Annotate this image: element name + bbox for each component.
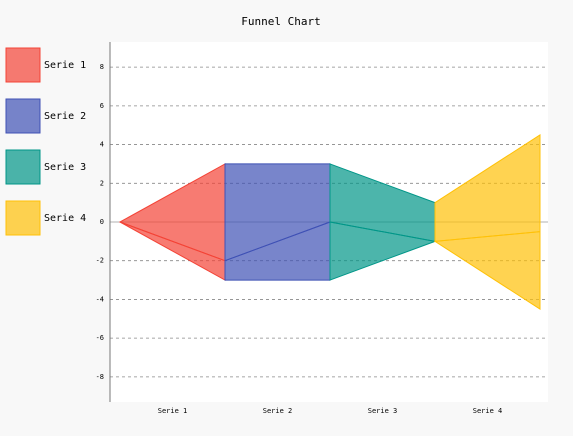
y-tick-label: -4 xyxy=(96,295,104,303)
x-tick-label: Serie 3 xyxy=(368,407,398,415)
legend-label: Serie 2 xyxy=(44,111,86,122)
x-tick-label: Serie 1 xyxy=(158,407,188,415)
legend-label: Serie 1 xyxy=(44,60,86,71)
legend-swatch xyxy=(5,47,41,83)
y-tick-label: 6 xyxy=(100,102,104,110)
legend-label: Serie 4 xyxy=(44,213,86,224)
legend-label: Serie 3 xyxy=(44,162,86,173)
y-tick-label: 0 xyxy=(100,218,104,226)
y-tick-label: -6 xyxy=(96,334,104,342)
y-tick-label: -2 xyxy=(96,257,104,265)
x-tick-label: Serie 4 xyxy=(473,407,503,415)
legend-swatch xyxy=(5,98,41,134)
chart-title: Funnel Chart xyxy=(241,15,320,28)
legend-swatch xyxy=(5,200,41,236)
x-tick-label: Serie 2 xyxy=(263,407,293,415)
y-tick-label: 2 xyxy=(100,179,104,187)
y-tick-label: 8 xyxy=(100,63,104,71)
legend-swatch xyxy=(5,149,41,185)
y-tick-label: 4 xyxy=(100,141,104,149)
funnel-segment xyxy=(434,133,541,242)
y-tick-label: -8 xyxy=(96,373,104,381)
